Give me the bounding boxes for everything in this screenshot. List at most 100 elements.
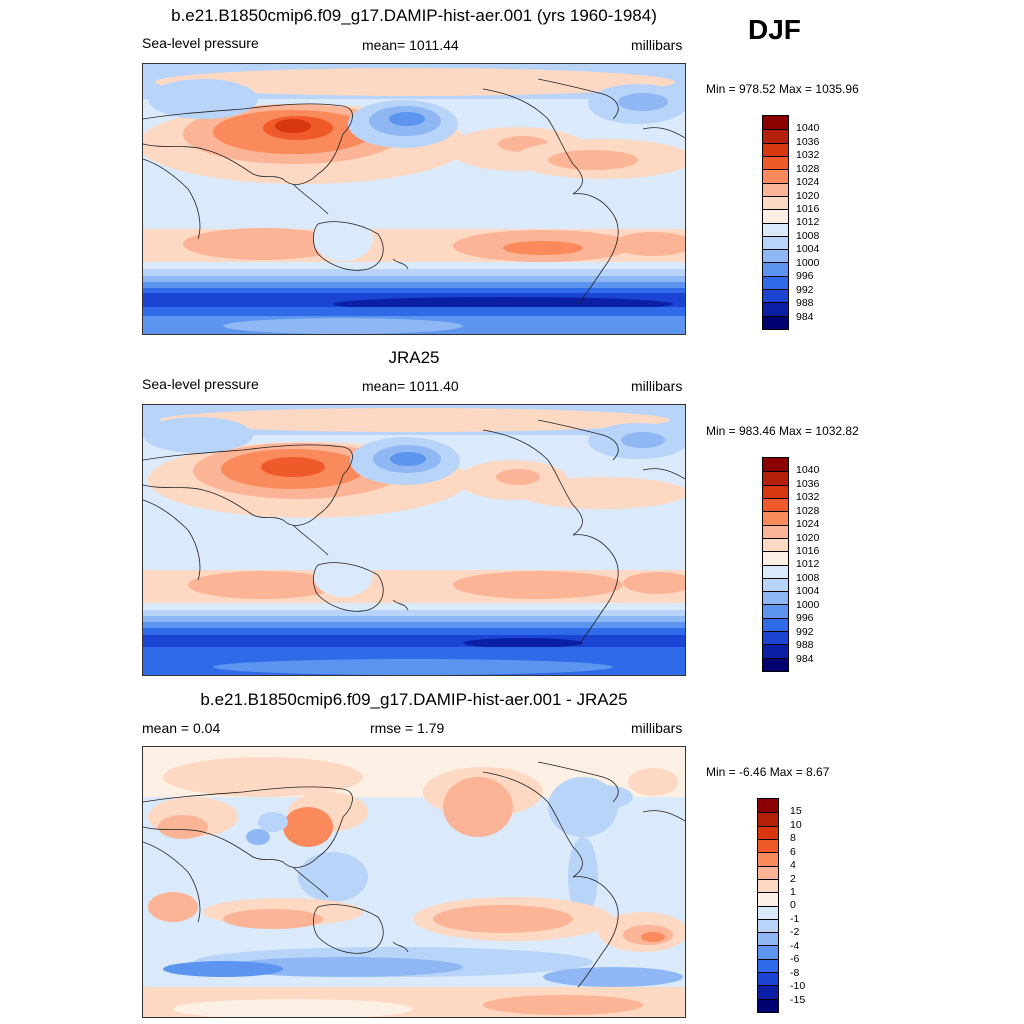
panel-1-swatch xyxy=(763,249,788,263)
panel-2-swatch xyxy=(763,551,788,565)
panel-1-swatch xyxy=(763,155,788,170)
panel-1-swatch xyxy=(763,129,788,143)
panel-3-swatch xyxy=(758,852,778,866)
panel-2-swatch xyxy=(763,644,788,658)
panel-3-tick-label: -1 xyxy=(790,913,800,925)
panel-2-swatch xyxy=(763,604,788,618)
panel-1-swatch xyxy=(763,262,788,276)
panel-3-tick-label: 8 xyxy=(790,832,796,844)
panel-1-swatch xyxy=(763,195,788,210)
panel-3-swatch xyxy=(758,865,778,879)
panel-2-tick-label: 992 xyxy=(796,626,814,638)
panel-1-minmax-label: Min = 978.52 Max = 1035.96 xyxy=(706,82,859,96)
panel-2-map xyxy=(142,404,686,676)
panel-3-swatch xyxy=(758,799,778,813)
panel-2-tick-label: 1012 xyxy=(796,558,820,570)
panel-3-tick-label: 10 xyxy=(790,819,802,831)
panel-3-tick-label: 1 xyxy=(790,886,796,898)
panel-1-tick-label: 988 xyxy=(796,297,814,309)
panel-1-mean-label: mean= 1011.44 xyxy=(362,37,459,53)
season-label: DJF xyxy=(748,14,801,45)
panel-3-mean-label: mean = 0.04 xyxy=(142,720,221,736)
panel-3-map xyxy=(142,746,686,1018)
panel-3-tick-label: 15 xyxy=(790,805,802,817)
panel-2-tick-label: 1000 xyxy=(796,599,820,611)
panel-3-swatch xyxy=(758,812,778,826)
panel-2-colorbar xyxy=(762,457,789,672)
panel-2-tick-label: 984 xyxy=(796,653,814,665)
panel-3-tick-label: -8 xyxy=(790,967,800,979)
panel-1-tick-label: 1040 xyxy=(796,122,820,134)
panel-1-swatch xyxy=(763,209,788,223)
panel-1-tick-label: 1004 xyxy=(796,243,820,255)
panel-3-tick-label: -15 xyxy=(790,994,806,1006)
panel-1-units-label: millibars xyxy=(631,37,683,53)
panel-3-swatch xyxy=(758,945,778,959)
panel-3-swatch xyxy=(758,998,778,1012)
panel-3-swatch xyxy=(758,892,778,906)
panel-2-swatch xyxy=(763,591,788,605)
panel-2-swatch xyxy=(763,484,788,498)
panel-1-swatch xyxy=(763,182,788,196)
panel-2-tick-label: 1028 xyxy=(796,505,820,517)
panel-1-tick-label: 1000 xyxy=(796,257,820,269)
panel-1-swatch xyxy=(763,222,788,236)
panel-2-tick-label: 1036 xyxy=(796,478,820,490)
panel-1-tick-label: 984 xyxy=(796,311,814,323)
panel-2-tick-label: 1040 xyxy=(796,464,820,476)
panel-1-swatch xyxy=(763,302,788,316)
panel-2-tick-label: 988 xyxy=(796,639,814,651)
panel-2-tick-label: 1008 xyxy=(796,572,820,584)
panel-3-tick-label: -4 xyxy=(790,940,800,952)
panel-1-variable-label: Sea-level pressure xyxy=(142,35,259,51)
panel-1-tick-label: 1036 xyxy=(796,136,820,148)
panel-3-tick-label: -10 xyxy=(790,980,806,992)
panel-3-units-label: millibars xyxy=(631,720,683,736)
panel-2-swatch xyxy=(763,617,788,632)
panel-1-colorbar xyxy=(762,115,789,330)
panel-1-tick-label: 1028 xyxy=(796,163,820,175)
panel-2-swatch xyxy=(763,511,788,525)
panel-3-colorbar xyxy=(757,798,779,1013)
panel-2-tick-label: 996 xyxy=(796,612,814,624)
panel-3-tick-label: 2 xyxy=(790,873,796,885)
panel-3-swatch xyxy=(758,905,778,919)
panel-1-swatch xyxy=(763,169,788,183)
panel-3-title: b.e21.B1850cmip6.f09_g17.DAMIP-hist-aer.… xyxy=(200,690,628,709)
panel-3-tick-label: 0 xyxy=(790,899,796,911)
panel-3-swatch xyxy=(758,838,778,853)
panel-3-swatch xyxy=(758,825,778,839)
panel-2-swatch xyxy=(763,577,788,592)
panel-3-tick-label: -6 xyxy=(790,953,800,965)
panel-2-tick-label: 1032 xyxy=(796,491,820,503)
panel-1-swatch xyxy=(763,275,788,290)
panel-2-tick-label: 1024 xyxy=(796,518,820,530)
panel-3-swatch xyxy=(758,958,778,973)
panel-2-swatch xyxy=(763,564,788,578)
panel-3-minmax-label: Min = -6.46 Max = 8.67 xyxy=(706,765,830,779)
panel-2-minmax-label: Min = 983.46 Max = 1032.82 xyxy=(706,424,859,438)
panel-3-tick-label: -2 xyxy=(790,926,800,938)
panel-3-rmse-label: rmse = 1.79 xyxy=(370,720,445,736)
panel-2-swatch xyxy=(763,458,788,472)
panel-1-swatch xyxy=(763,289,788,303)
panel-3-swatch xyxy=(758,878,778,893)
panel-1-map xyxy=(142,63,686,335)
panel-1-tick-label: 1024 xyxy=(796,176,820,188)
panel-1-swatch xyxy=(763,235,788,250)
panel-1-tick-label: 1012 xyxy=(796,216,820,228)
panel-1-tick-label: 1020 xyxy=(796,190,820,202)
panel-3-tick-label: 6 xyxy=(790,846,796,858)
panel-2-variable-label: Sea-level pressure xyxy=(142,376,259,392)
panel-1-tick-label: 1032 xyxy=(796,149,820,161)
panel-3-swatch xyxy=(758,932,778,946)
panel-2-swatch xyxy=(763,524,788,538)
panel-3-swatch xyxy=(758,985,778,999)
panel-2-mean-label: mean= 1011.40 xyxy=(362,378,459,394)
panel-3-swatch xyxy=(758,918,778,933)
panel-1-tick-label: 1016 xyxy=(796,203,820,215)
panel-2-tick-label: 1016 xyxy=(796,545,820,557)
panel-2-swatch xyxy=(763,497,788,512)
panel-3-tick-label: 4 xyxy=(790,859,796,871)
panel-2-swatch xyxy=(763,631,788,645)
